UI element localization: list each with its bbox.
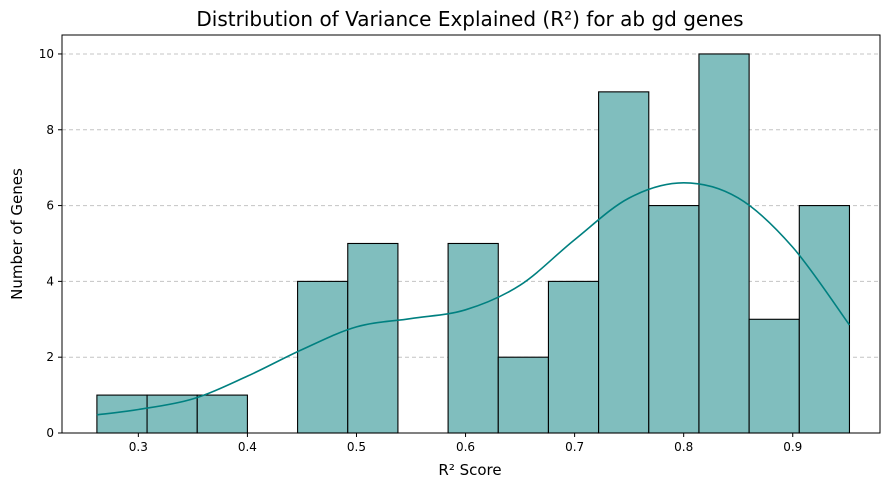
x-axis-ticks: 0.3 0.4 0.5 0.6 0.7 0.8 0.9 xyxy=(129,433,802,454)
histogram-bar xyxy=(648,205,700,434)
histogram-bar xyxy=(698,53,750,434)
y-tick-label: 10 xyxy=(39,47,54,61)
x-tick-label: 0.3 xyxy=(129,440,148,454)
y-tick-label: 2 xyxy=(46,350,54,364)
histogram-bar xyxy=(798,205,851,434)
y-tick-label: 0 xyxy=(46,426,54,440)
x-tick-label: 0.5 xyxy=(347,440,366,454)
histogram-bar xyxy=(196,394,248,434)
kde-curve-group xyxy=(96,182,851,416)
x-tick-label: 0.8 xyxy=(674,440,693,454)
chart-title: Distribution of Variance Explained (R²) … xyxy=(196,7,743,31)
kde-line xyxy=(96,182,851,416)
x-tick-label: 0.9 xyxy=(783,440,802,454)
x-axis-label: R² Score xyxy=(438,461,501,479)
histogram-bar xyxy=(748,318,800,434)
histogram-bar xyxy=(347,242,399,434)
y-tick-label: 6 xyxy=(46,199,54,213)
histogram-bar xyxy=(497,356,549,434)
y-tick-label: 4 xyxy=(46,274,54,288)
histogram-bar xyxy=(598,91,650,434)
plot-frame xyxy=(61,34,881,434)
x-tick-label: 0.6 xyxy=(456,440,475,454)
y-axis-label: Number of Genes xyxy=(8,168,26,300)
histogram-bars xyxy=(96,53,851,434)
histogram-bar xyxy=(297,280,349,434)
x-tick-label: 0.7 xyxy=(565,440,584,454)
x-tick-label: 0.4 xyxy=(238,440,257,454)
histogram-bar xyxy=(547,280,600,434)
histogram-bar xyxy=(447,242,499,434)
y-tick-label: 8 xyxy=(46,123,54,137)
histogram-bar xyxy=(146,394,198,434)
y-axis-ticks: 0 2 4 6 8 10 xyxy=(39,47,62,440)
